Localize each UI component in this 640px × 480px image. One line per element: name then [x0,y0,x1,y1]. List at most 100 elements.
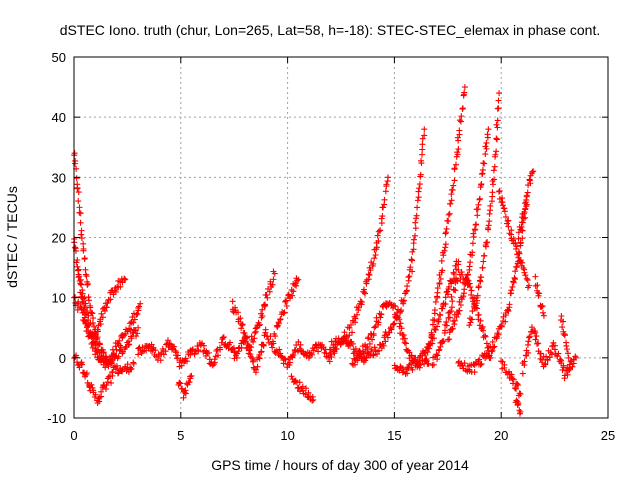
data-point [422,357,429,364]
data-point [229,298,236,305]
data-point [449,325,456,332]
data-point [454,277,461,284]
data-point [270,340,277,347]
data-point [446,314,453,321]
data-point [410,236,417,243]
data-point [436,346,443,353]
data-point [445,283,452,290]
data-point [79,290,86,297]
data-point [400,300,407,307]
data-point [565,354,572,361]
data-point [565,350,572,357]
data-point [325,354,332,361]
data-point [478,274,485,281]
data-point [407,264,414,271]
data-point [451,177,458,184]
data-point [75,198,82,205]
data-point [177,380,184,387]
data-point [415,362,422,369]
data-point [386,329,393,336]
data-point [442,244,449,251]
data-point [283,297,290,304]
data-point [77,360,84,367]
data-point [442,327,449,334]
data-point [209,362,216,369]
data-point [107,296,114,303]
data-point [83,273,90,280]
data-point [85,297,92,304]
data-point [533,333,540,340]
data-point [89,344,96,351]
data-point [540,309,547,316]
data-point [474,212,481,219]
data-points [71,84,579,417]
data-point [197,341,204,348]
data-point [398,307,405,314]
data-point [180,394,187,401]
data-point [532,328,539,335]
data-point [569,363,576,370]
data-point [461,89,468,96]
data-point [117,283,124,290]
data-point [130,359,137,366]
data-point [468,316,475,323]
data-point [525,349,532,356]
data-point [448,197,455,204]
data-point [96,349,103,356]
data-point [191,351,198,358]
data-point [76,273,83,280]
data-point [415,194,422,201]
data-point [468,287,475,294]
data-point [189,346,196,353]
data-point [543,353,550,360]
data-point [256,321,263,328]
data-point [111,287,118,294]
data-point [297,341,304,348]
data-point [515,382,522,389]
data-point [380,204,387,211]
data-point [449,187,456,194]
data-point [495,97,502,104]
data-point [448,293,455,300]
data-point [511,274,518,281]
data-point [483,340,490,347]
data-point [282,298,289,305]
data-point [299,383,306,390]
data-point [246,347,253,354]
data-point [515,400,522,407]
data-point [136,303,143,310]
data-point [405,274,412,281]
data-point [455,311,462,318]
data-point [456,117,463,124]
data-point [173,349,180,356]
data-point [427,340,434,347]
data-point [513,385,520,392]
data-point [84,307,91,314]
data-point [280,360,287,367]
data-point [567,358,574,365]
data-point [483,139,490,146]
data-point [391,320,398,327]
data-point [452,262,459,269]
data-point [448,308,455,315]
data-point [491,176,498,183]
data-point [258,348,265,355]
data-point [285,291,292,298]
data-point [476,195,483,202]
data-point [412,354,419,361]
data-point [235,345,242,352]
data-point [478,181,485,188]
data-point [96,341,103,348]
data-point [309,397,316,404]
data-point [288,373,295,380]
data-point [97,321,104,328]
data-point [349,340,356,347]
data-point [74,184,81,191]
data-point [269,344,276,351]
data-point [399,369,406,376]
data-point [512,276,519,283]
data-point [90,333,97,340]
data-point [205,349,212,356]
data-point [283,303,290,310]
data-point [489,347,496,354]
